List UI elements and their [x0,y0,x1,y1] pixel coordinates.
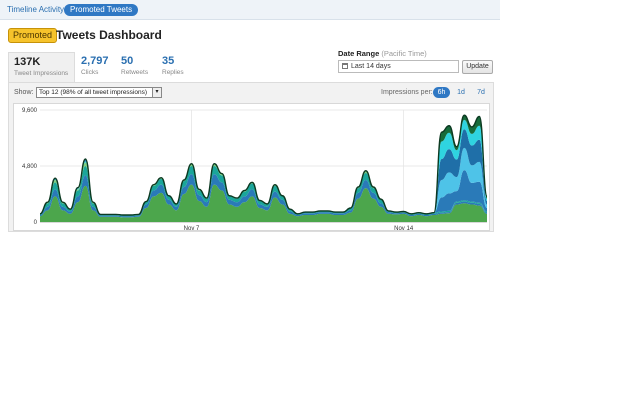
date-range-timezone: (Pacific Time) [381,49,427,58]
area-series-9 [40,119,487,215]
stat-replies[interactable]: 35 Replies [157,52,197,80]
stat-label: Tweet Impressions [14,70,69,77]
calendar-icon [342,63,348,69]
update-button[interactable]: Update [462,60,493,74]
chart-panel: Show: Top 12 (98% of all tweet impressio… [8,82,494,232]
area-series-2 [40,174,487,218]
stat-label: Retweets [121,69,149,76]
top-nav: Timeline Activity Promoted Tweets [0,0,500,20]
area-series-6 [40,159,487,215]
total-outline [39,114,488,216]
date-range-input[interactable]: Last 14 days [338,60,459,73]
stat-tweet-impressions[interactable]: 137K Tweet Impressions [8,52,75,84]
show-select[interactable]: Top 12 (98% of all tweet impressions) ▾ [36,87,162,98]
stat-value: 2,797 [81,55,109,67]
date-range-title: Date Range [338,49,380,58]
x-tick-label: Nov 7 [184,226,200,232]
impressions-per-label: Impressions per: [381,89,433,96]
tab-promoted-tweets[interactable]: Promoted Tweets [64,4,139,16]
chevron-down-icon: ▾ [152,88,161,97]
x-tick-label: Nov 14 [394,226,414,232]
y-tick-label: 4,800 [22,164,38,170]
period-1d-button[interactable]: 1d [457,89,465,96]
stat-clicks[interactable]: 2,797 Clicks [76,52,116,80]
show-select-value: Top 12 (98% of all tweet impressions) [39,89,148,96]
date-range-value: Last 14 days [351,63,391,70]
stat-value: 50 [121,55,134,67]
stat-label: Replies [162,69,184,76]
stat-value: 137K [14,56,41,68]
area-series-10 [40,115,487,215]
stat-retweets[interactable]: 50 Retweets [116,52,156,80]
promoted-badge: Promoted [8,28,58,43]
date-range-label: Date Range (Pacific Time) [338,49,427,58]
period-7d-button[interactable]: 7d [477,89,485,96]
impressions-chart: 0 4,800 9,600 Nov 7 Nov 14 [13,103,490,232]
stat-value: 35 [162,55,175,67]
page-title: Tweets Dashboard [56,28,162,42]
tab-timeline-activity[interactable]: Timeline Activity [7,5,65,14]
area-series-1 [40,184,487,222]
y-tick-label: 9,600 [22,108,38,114]
stat-label: Clicks [81,69,99,76]
show-label: Show: [14,89,34,96]
area-series-3 [40,166,487,217]
impressions-area-chart: 0 4,800 9,600 Nov 7 Nov 14 [22,108,488,232]
period-6h-button[interactable]: 6h [433,87,450,98]
y-tick-label: 0 [34,220,38,226]
